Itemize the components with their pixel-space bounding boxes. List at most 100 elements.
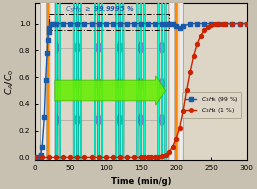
- Polygon shape: [74, 76, 81, 92]
- $C_3H_6$ (99 %): [37, 156, 40, 159]
- Circle shape: [140, 0, 142, 189]
- $C_3H_4$ (1 %): [76, 156, 79, 159]
- Circle shape: [49, 0, 55, 189]
- Circle shape: [140, 0, 142, 189]
- Circle shape: [161, 0, 163, 189]
- $C_3H_6$ (99 %): [47, 30, 50, 33]
- $C_3H_4$ (1 %): [146, 156, 149, 159]
- Circle shape: [41, 0, 47, 189]
- $C_3H_4$ (1 %): [139, 156, 142, 159]
- Polygon shape: [53, 40, 60, 56]
- $C_3H_4$ (1 %): [143, 156, 146, 159]
- $C_3H_6$ (99 %): [39, 154, 42, 156]
- Circle shape: [52, 0, 53, 189]
- Circle shape: [161, 0, 163, 189]
- Circle shape: [122, 0, 124, 189]
- Circle shape: [77, 0, 78, 189]
- $C_3H_6$ (99 %): [178, 26, 181, 29]
- $C_3H_6$ (99 %): [139, 22, 142, 25]
- Circle shape: [94, 0, 96, 189]
- Circle shape: [59, 0, 61, 189]
- Circle shape: [101, 0, 103, 189]
- $C_3H_4$ (1 %): [157, 156, 160, 158]
- Legend: $C_3H_6$ (99 %), $C_3H_4$ (1 %): $C_3H_6$ (99 %), $C_3H_4$ (1 %): [182, 92, 242, 118]
- Polygon shape: [137, 112, 144, 128]
- Polygon shape: [137, 40, 144, 56]
- $C_3H_6$ (99 %): [146, 22, 149, 25]
- Circle shape: [73, 0, 75, 189]
- Circle shape: [80, 0, 82, 189]
- Circle shape: [140, 0, 142, 189]
- $C_3H_6$ (99 %): [210, 22, 213, 25]
- Circle shape: [165, 0, 166, 189]
- Circle shape: [94, 0, 96, 189]
- $C_3H_4$ (1 %): [192, 55, 195, 57]
- Circle shape: [56, 0, 57, 189]
- Circle shape: [80, 0, 82, 189]
- $C_3H_6$ (99 %): [69, 22, 72, 25]
- Circle shape: [49, 0, 55, 189]
- Circle shape: [101, 0, 103, 189]
- Circle shape: [56, 0, 57, 189]
- $C_3H_4$ (1 %): [150, 156, 153, 159]
- Circle shape: [41, 0, 47, 189]
- Circle shape: [49, 0, 55, 189]
- Circle shape: [136, 0, 138, 189]
- Circle shape: [165, 0, 166, 189]
- Circle shape: [77, 0, 78, 189]
- $C_3H_6$ (99 %): [55, 22, 58, 25]
- Polygon shape: [159, 112, 166, 128]
- Circle shape: [41, 0, 47, 189]
- $C_3H_6$ (99 %): [171, 22, 174, 25]
- Circle shape: [119, 0, 121, 189]
- $C_3H_6$ (99 %): [238, 22, 241, 25]
- $C_3H_4$ (1 %): [210, 24, 213, 26]
- Circle shape: [158, 0, 159, 189]
- Circle shape: [115, 0, 117, 189]
- Circle shape: [98, 0, 99, 189]
- $C_3H_4$ (1 %): [118, 156, 121, 159]
- Circle shape: [115, 0, 117, 189]
- $C_3H_4$ (1 %): [238, 22, 241, 25]
- Circle shape: [101, 0, 103, 189]
- Circle shape: [122, 0, 124, 189]
- $C_3H_6$ (99 %): [45, 52, 49, 54]
- Circle shape: [158, 0, 159, 189]
- $C_3H_6$ (99 %): [76, 22, 79, 25]
- Polygon shape: [116, 40, 123, 56]
- Polygon shape: [137, 76, 144, 92]
- $C_3H_6$ (99 %): [44, 79, 47, 81]
- Circle shape: [119, 0, 121, 189]
- $C_3H_6$ (99 %): [118, 22, 121, 25]
- $C_3H_4$ (1 %): [125, 156, 128, 159]
- FancyArrow shape: [55, 76, 166, 105]
- $C_3H_6$ (99 %): [125, 22, 128, 25]
- Circle shape: [122, 0, 124, 189]
- $C_3H_4$ (1 %): [132, 156, 135, 159]
- Polygon shape: [95, 76, 102, 92]
- Circle shape: [77, 0, 78, 189]
- Circle shape: [169, 0, 175, 189]
- Text: $C_3H_6$ $\geq$ 99.9995 %: $C_3H_6$ $\geq$ 99.9995 %: [65, 5, 134, 15]
- Circle shape: [140, 0, 142, 189]
- Circle shape: [158, 0, 159, 189]
- Circle shape: [42, 0, 51, 189]
- $C_3H_4$ (1 %): [55, 156, 58, 159]
- $C_3H_6$ (99 %): [104, 22, 107, 25]
- $C_3H_4$ (1 %): [90, 156, 93, 159]
- Circle shape: [42, 0, 51, 189]
- Circle shape: [59, 0, 61, 189]
- Polygon shape: [74, 40, 81, 56]
- Polygon shape: [53, 76, 60, 92]
- Circle shape: [161, 0, 163, 189]
- Circle shape: [140, 0, 142, 189]
- Circle shape: [119, 0, 121, 189]
- Circle shape: [165, 0, 166, 189]
- $C_3H_4$ (1 %): [164, 154, 167, 156]
- Circle shape: [115, 0, 117, 189]
- $C_3H_6$ (99 %): [83, 22, 86, 25]
- X-axis label: Time (min/g): Time (min/g): [111, 177, 171, 186]
- Polygon shape: [116, 76, 123, 92]
- $C_3H_6$ (99 %): [203, 22, 206, 25]
- Circle shape: [56, 0, 57, 189]
